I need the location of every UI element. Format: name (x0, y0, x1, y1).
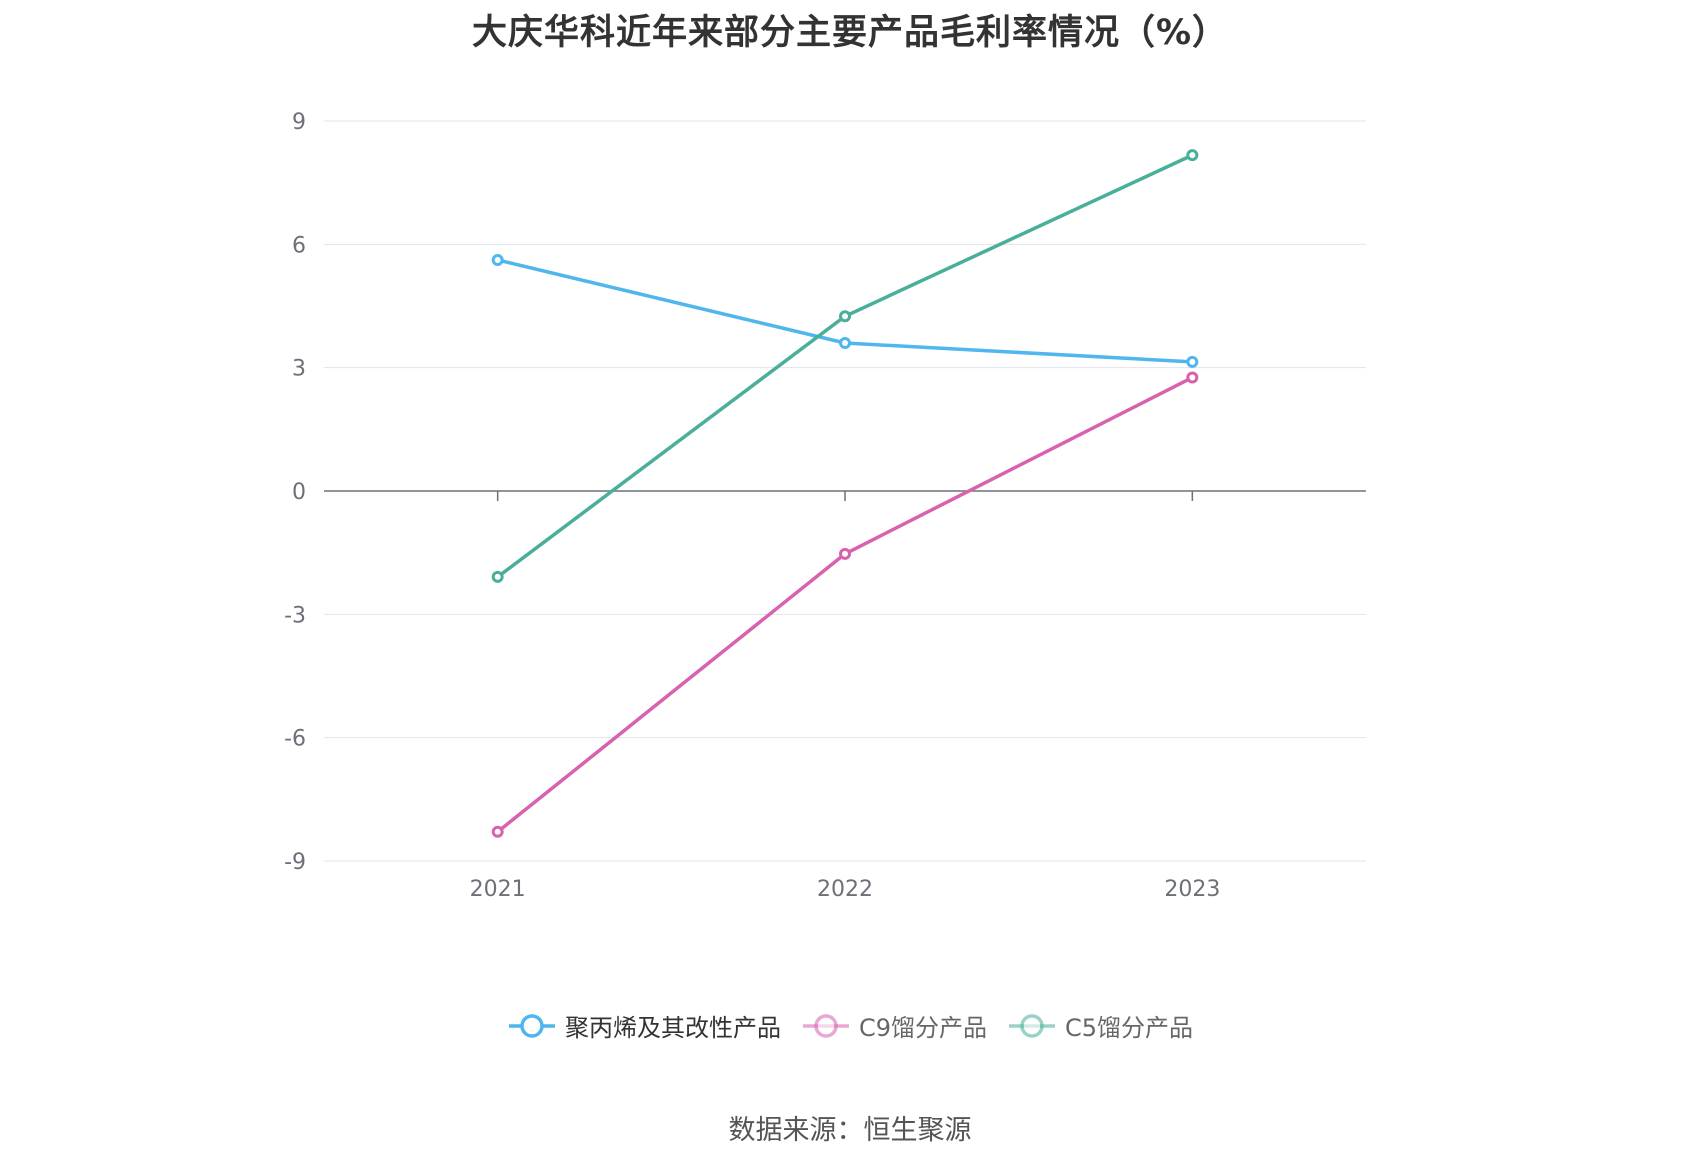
legend-line-circle-icon (1009, 1013, 1055, 1038)
x-tick-label: 2023 (1164, 877, 1220, 902)
data-point[interactable] (839, 547, 851, 560)
line-chart: 9 6 3 0 -3 -6 -9 2021 2022 2023 (284, 110, 1366, 902)
data-point[interactable] (1186, 371, 1199, 384)
data-point[interactable] (839, 310, 851, 323)
y-tick-label: 0 (292, 480, 306, 505)
y-tick-label: 6 (292, 233, 306, 258)
legend: 聚丙烯及其改性产品 C9馏分产品 C5馏分产品 (0, 1008, 1700, 1043)
legend-item[interactable]: C9馏分产品 (801, 1008, 987, 1043)
data-point[interactable] (839, 337, 851, 349)
y-tick-label: -9 (284, 850, 306, 875)
legend-label: C9馏分产品 (858, 1014, 987, 1042)
legend-line-circle-icon (802, 1013, 849, 1038)
y-tick-label: 3 (292, 357, 306, 382)
data-point[interactable] (491, 253, 504, 266)
data-point[interactable] (491, 825, 504, 838)
x-tick-label: 2022 (817, 877, 873, 902)
data-point[interactable] (1186, 355, 1199, 368)
chart-title: 大庆华科近年来部分主要产品毛利率情况（%） (471, 13, 1229, 53)
series-1 (491, 253, 1199, 368)
y-tick-label: 9 (292, 110, 306, 135)
y-tick-label: -6 (284, 727, 306, 752)
legend-label: C5馏分产品 (1065, 1014, 1194, 1042)
y-tick-label: -3 (284, 603, 306, 628)
series-3 (491, 149, 1199, 583)
legend-item[interactable]: C5馏分产品 (1007, 1008, 1193, 1043)
legend-line-circle-icon (508, 1013, 555, 1038)
legend-item[interactable]: 聚丙烯及其改性产品 (507, 1008, 781, 1043)
axis-layer: 9 6 3 0 -3 -6 -9 2021 2022 2023 (284, 110, 1220, 902)
series-line (496, 375, 1194, 834)
series-line (496, 153, 1194, 579)
data-point[interactable] (1186, 149, 1199, 162)
series-2 (491, 371, 1199, 838)
legend-label: 聚丙烯及其改性产品 (564, 1014, 781, 1042)
x-tick-label: 2021 (470, 877, 526, 902)
data-source-note: 数据来源：恒生聚源 (728, 1115, 972, 1146)
series-layer (491, 149, 1199, 838)
data-point[interactable] (491, 570, 504, 583)
